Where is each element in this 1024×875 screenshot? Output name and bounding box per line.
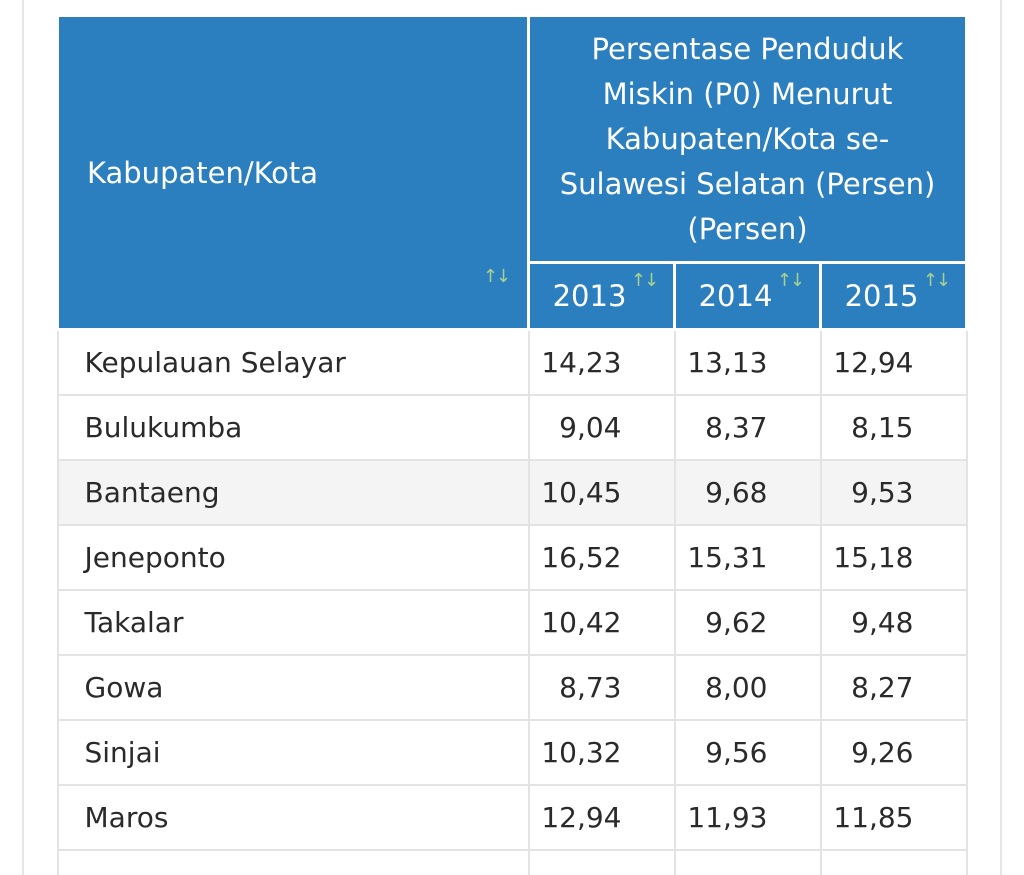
table-row: Sinjai 10,32 9,56 9,26 [56, 719, 968, 786]
cell-2013: 12,94 [527, 784, 676, 851]
poverty-table-container: Kabupaten/Kota ↑↓ Persentase Penduduk Mi… [56, 14, 968, 875]
cell-2015: 9,26 [819, 719, 968, 786]
year-label: 2015 [844, 279, 919, 313]
cell-2014: 9,68 [673, 459, 822, 526]
table-row: Bantaeng 10,45 9,68 9,53 [56, 459, 968, 526]
table-row: Takalar 10,42 9,62 9,48 [56, 589, 968, 656]
sort-arrows-icon[interactable]: ↑↓ [630, 270, 659, 291]
column-header-2014[interactable]: 2014 ↑↓ [673, 261, 822, 331]
cell-2014: 11,93 [673, 784, 822, 851]
cell-2013 [527, 849, 676, 875]
group-header-line: (Persen) [687, 211, 808, 246]
cell-city: Bantaeng [56, 459, 530, 526]
column-header-city-label: Kabupaten/Kota [87, 155, 319, 190]
table-row [56, 849, 968, 875]
cell-2015: 9,53 [819, 459, 968, 526]
cell-city: Gowa [56, 654, 530, 721]
sort-arrows-icon[interactable]: ↑↓ [482, 266, 511, 287]
table-row: Bulukumba 9,04 8,37 8,15 [56, 394, 968, 461]
cell-2014: 8,00 [673, 654, 822, 721]
cell-2015: 11,85 [819, 784, 968, 851]
cell-2013: 10,45 [527, 459, 676, 526]
cell-2013: 10,32 [527, 719, 676, 786]
cell-2015: 8,15 [819, 394, 968, 461]
table-row: Gowa 8,73 8,00 8,27 [56, 654, 968, 721]
column-group-header: Persentase Penduduk Miskin (P0) Menurut … [527, 14, 968, 264]
cell-2013: 8,73 [527, 654, 676, 721]
cell-2015: 15,18 [819, 524, 968, 591]
cell-2013: 9,04 [527, 394, 676, 461]
group-header-line: Sulawesi Selatan (Persen) [559, 166, 936, 201]
column-header-2013[interactable]: 2013 ↑↓ [527, 261, 676, 331]
cell-2014: 13,13 [673, 328, 822, 396]
cell-2014: 9,62 [673, 589, 822, 656]
sort-arrows-icon[interactable]: ↑↓ [922, 270, 951, 291]
cell-city: Takalar [56, 589, 530, 656]
cell-2015: 8,27 [819, 654, 968, 721]
cell-2015: 12,94 [819, 328, 968, 396]
group-header-line: Miskin (P0) Menurut [602, 76, 893, 111]
cell-city: Jeneponto [56, 524, 530, 591]
year-label: 2014 [698, 279, 773, 313]
group-header-line: Persentase Penduduk [591, 31, 904, 66]
cell-2014: 15,31 [673, 524, 822, 591]
year-label: 2013 [552, 279, 627, 313]
sort-arrows-icon[interactable]: ↑↓ [776, 270, 805, 291]
cell-2014: 8,37 [673, 394, 822, 461]
cell-2015 [819, 849, 968, 875]
cell-2013: 16,52 [527, 524, 676, 591]
cell-2014 [673, 849, 822, 875]
cell-2015: 9,48 [819, 589, 968, 656]
cell-city [56, 849, 530, 875]
column-header-2015[interactable]: 2015 ↑↓ [819, 261, 968, 331]
cell-city: Maros [56, 784, 530, 851]
poverty-table: Kabupaten/Kota ↑↓ Persentase Penduduk Mi… [56, 14, 968, 875]
cell-city: Sinjai [56, 719, 530, 786]
frame-right-border [1000, 0, 1002, 875]
cell-2014: 9,56 [673, 719, 822, 786]
group-header-line: Kabupaten/Kota se- [605, 121, 890, 156]
frame-left-border [22, 0, 24, 875]
table-row: Maros 12,94 11,93 11,85 [56, 784, 968, 851]
cell-2013: 10,42 [527, 589, 676, 656]
table-row: Jeneponto 16,52 15,31 15,18 [56, 524, 968, 591]
cell-2013: 14,23 [527, 328, 676, 396]
cell-city: Bulukumba [56, 394, 530, 461]
table-row: Kepulauan Selayar 14,23 13,13 12,94 [56, 328, 968, 396]
cell-city: Kepulauan Selayar [56, 328, 530, 396]
column-header-city[interactable]: Kabupaten/Kota ↑↓ [56, 14, 530, 331]
